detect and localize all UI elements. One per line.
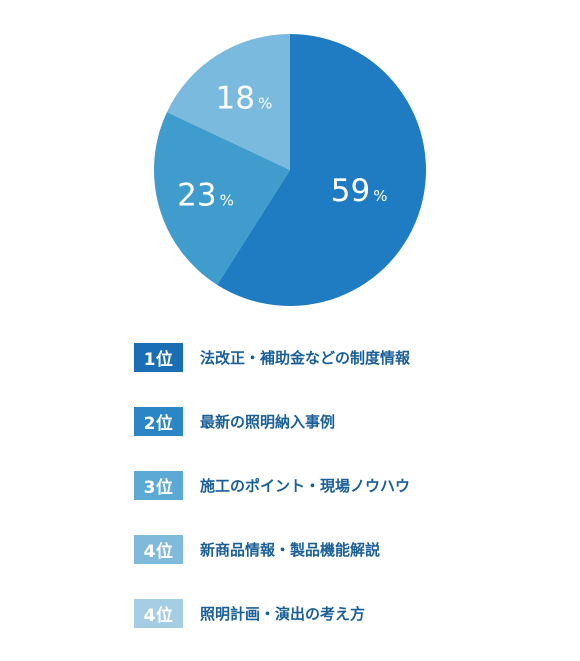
pie-slice xyxy=(217,34,427,306)
rank-badge: 4位 xyxy=(134,534,183,564)
ranking-row-5: 4位 照明計画・演出の考え方 xyxy=(134,597,410,629)
pie-slice xyxy=(153,112,290,285)
rank-label: 施工のポイント・現場ノウハウ xyxy=(200,476,411,495)
rank-badge: 2位 xyxy=(134,406,183,436)
rank-label: 新商品情報・製品機能解説 xyxy=(200,540,381,559)
rank-label: 最新の照明納入事例 xyxy=(200,412,336,431)
ranking-row-1: 1位 法改正・補助金などの制度情報 xyxy=(134,341,410,373)
pie-slice xyxy=(166,33,290,170)
slice-label: 23% xyxy=(177,178,234,214)
rank-badge: 4位 xyxy=(134,598,183,628)
slice-label: 18% xyxy=(216,80,273,116)
rank-label: 照明計画・演出の考え方 xyxy=(200,604,366,623)
ranking-row-4: 4位 新商品情報・製品機能解説 xyxy=(134,533,410,565)
rank-badge: 3位 xyxy=(134,470,183,500)
rank-badge: 1位 xyxy=(134,342,183,372)
ranking-row-2: 2位 最新の照明納入事例 xyxy=(134,405,410,437)
slice-label: 59% xyxy=(331,173,388,209)
rank-label: 法改正・補助金などの制度情報 xyxy=(200,348,411,367)
ranking-row-3: 3位 施工のポイント・現場ノウハウ xyxy=(134,469,410,501)
ranking-list: 1位 法改正・補助金などの制度情報 2位 最新の照明納入事例 3位 施工のポイン… xyxy=(134,341,410,661)
pie-chart: 59 % 23 % 18% xyxy=(153,33,427,306)
